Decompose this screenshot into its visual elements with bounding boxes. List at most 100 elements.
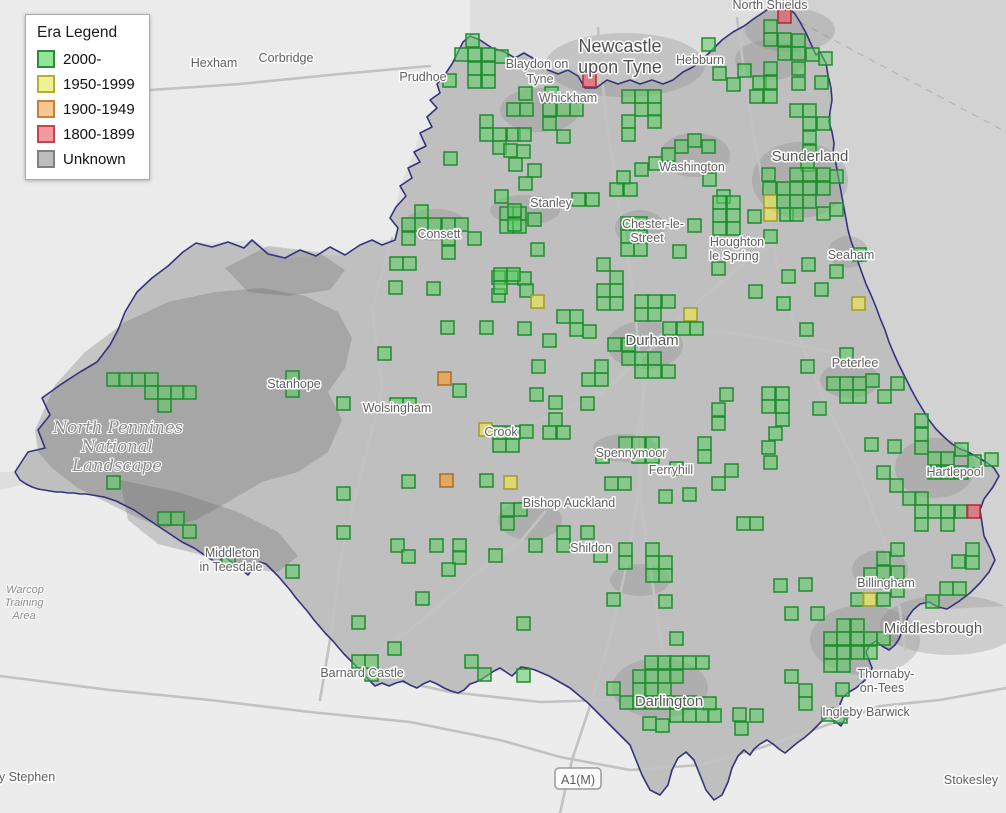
era-square-g[interactable] — [816, 167, 831, 182]
era-square-g[interactable] — [657, 669, 672, 684]
era-square-r[interactable] — [582, 73, 597, 88]
era-square-g[interactable] — [839, 389, 854, 404]
era-square-g[interactable] — [415, 591, 430, 606]
era-square-g[interactable] — [749, 89, 764, 104]
era-square-g[interactable] — [493, 280, 508, 295]
era-square-g[interactable] — [519, 283, 534, 298]
era-square-g[interactable] — [645, 449, 660, 464]
era-square-g[interactable] — [712, 66, 727, 81]
era-square-y[interactable] — [763, 194, 778, 209]
era-square-g[interactable] — [364, 667, 379, 682]
era-square-g[interactable] — [606, 681, 621, 696]
era-square-g[interactable] — [426, 281, 441, 296]
era-square-g[interactable] — [106, 372, 121, 387]
era-square-y[interactable] — [478, 422, 493, 437]
era-square-g[interactable] — [672, 244, 687, 259]
era-square-g[interactable] — [441, 231, 456, 246]
era-square-g[interactable] — [776, 296, 791, 311]
era-square-g[interactable] — [414, 204, 429, 219]
era-square-g[interactable] — [726, 208, 741, 223]
era-square-g[interactable] — [789, 103, 804, 118]
era-square-g[interactable] — [852, 247, 867, 262]
era-square-g[interactable] — [647, 307, 662, 322]
era-square-g[interactable] — [606, 592, 621, 607]
era-square-g[interactable] — [492, 438, 507, 453]
era-square-g[interactable] — [816, 206, 831, 221]
era-square-g[interactable] — [914, 504, 929, 519]
era-square-g[interactable] — [687, 133, 702, 148]
era-square-g[interactable] — [658, 594, 673, 609]
era-square-g[interactable] — [467, 74, 482, 89]
era-square-g[interactable] — [850, 592, 865, 607]
era-square-g[interactable] — [749, 516, 764, 531]
era-square-g[interactable] — [617, 476, 632, 491]
era-square-g[interactable] — [818, 51, 833, 66]
era-square-g[interactable] — [802, 194, 817, 209]
era-square-g[interactable] — [506, 102, 521, 117]
era-square-g[interactable] — [775, 386, 790, 401]
era-square-g[interactable] — [527, 163, 542, 178]
era-square-g[interactable] — [776, 194, 791, 209]
era-square-g[interactable] — [647, 89, 662, 104]
era-square-g[interactable] — [488, 548, 503, 563]
era-square-g[interactable] — [580, 396, 595, 411]
era-square-g[interactable] — [775, 412, 790, 427]
era-square-g[interactable] — [285, 383, 300, 398]
era-square-g[interactable] — [647, 294, 662, 309]
era-square-g[interactable] — [609, 283, 624, 298]
era-square-g[interactable] — [833, 709, 848, 724]
era-square-g[interactable] — [621, 114, 636, 129]
era-square-g[interactable] — [131, 372, 146, 387]
era-square-g[interactable] — [609, 296, 624, 311]
era-square-g[interactable] — [762, 181, 777, 196]
era-square-g[interactable] — [658, 555, 673, 570]
era-square-g[interactable] — [702, 696, 717, 711]
era-square-g[interactable] — [157, 398, 172, 413]
era-square-y[interactable] — [503, 475, 518, 490]
era-square-g[interactable] — [401, 217, 416, 232]
era-square-g[interactable] — [634, 162, 649, 177]
era-square-g[interactable] — [618, 555, 633, 570]
era-square-g[interactable] — [802, 167, 817, 182]
era-square-g[interactable] — [712, 195, 727, 210]
era-square-g[interactable] — [569, 322, 584, 337]
era-square-g[interactable] — [389, 256, 404, 271]
era-square-g[interactable] — [454, 217, 469, 232]
era-square-g[interactable] — [616, 170, 631, 185]
era-square-g[interactable] — [887, 439, 902, 454]
era-square-g[interactable] — [802, 130, 817, 145]
era-square-g[interactable] — [674, 139, 689, 154]
era-square-g[interactable] — [569, 309, 584, 324]
era-square-g[interactable] — [711, 402, 726, 417]
era-square-g[interactable] — [799, 322, 814, 337]
era-square-g[interactable] — [954, 504, 969, 519]
era-square-g[interactable] — [852, 376, 867, 391]
era-square-g[interactable] — [516, 144, 531, 159]
era-square-g[interactable] — [850, 618, 865, 633]
era-square-g[interactable] — [479, 320, 494, 335]
era-square-g[interactable] — [876, 592, 891, 607]
era-square-g[interactable] — [954, 465, 969, 480]
era-square-g[interactable] — [556, 129, 571, 144]
era-square-g[interactable] — [518, 176, 533, 191]
era-square-g[interactable] — [836, 658, 851, 673]
era-square-g[interactable] — [839, 376, 854, 391]
era-square-y[interactable] — [683, 307, 698, 322]
era-square-g[interactable] — [631, 449, 646, 464]
era-square-g[interactable] — [645, 568, 660, 583]
era-square-g[interactable] — [669, 655, 684, 670]
era-square-g[interactable] — [655, 718, 670, 733]
era-square-g[interactable] — [387, 641, 402, 656]
era-square-g[interactable] — [802, 103, 817, 118]
era-square-g[interactable] — [657, 655, 672, 670]
era-square-g[interactable] — [467, 61, 482, 76]
era-square-g[interactable] — [596, 296, 611, 311]
era-square-g[interactable] — [493, 267, 508, 282]
era-square-g[interactable] — [864, 437, 879, 452]
era-square-g[interactable] — [954, 442, 969, 457]
era-square-g[interactable] — [556, 538, 571, 553]
era-square-g[interactable] — [967, 454, 982, 469]
era-square-g[interactable] — [157, 511, 172, 526]
era-square-g[interactable] — [701, 37, 716, 52]
era-square-g[interactable] — [768, 426, 783, 441]
